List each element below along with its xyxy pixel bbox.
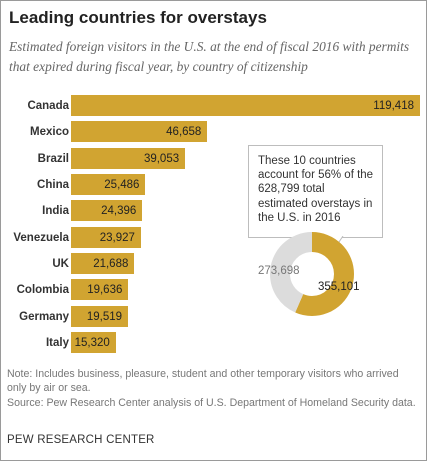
bar bbox=[71, 305, 129, 327]
bar bbox=[71, 331, 116, 353]
bar bbox=[71, 121, 208, 143]
bar bbox=[71, 95, 420, 116]
category-label: Venezuela bbox=[13, 231, 69, 244]
annotation-callout: These 10 countries account for 56% of th… bbox=[248, 145, 383, 238]
bar bbox=[71, 200, 143, 222]
value-label: 24,396 bbox=[101, 205, 137, 218]
note-text: Note: Includes business, pleasure, stude… bbox=[7, 368, 399, 395]
source-text: Source: Pew Research Center analysis of … bbox=[7, 396, 416, 409]
chart-title: Leading countries for overstays bbox=[9, 8, 267, 27]
bar bbox=[71, 226, 141, 248]
category-label: India bbox=[42, 205, 69, 218]
donut-segment-other bbox=[270, 232, 354, 316]
category-label: Mexico bbox=[30, 126, 69, 139]
category-label: UK bbox=[52, 257, 69, 270]
category-label: Colombia bbox=[16, 284, 69, 297]
donut-chart bbox=[270, 232, 354, 316]
category-label: Brazil bbox=[37, 152, 69, 165]
bar bbox=[71, 279, 129, 301]
value-label: 39,053 bbox=[143, 152, 180, 165]
value-label: 19,636 bbox=[87, 284, 123, 297]
organization-label: PEW RESEARCH CENTER bbox=[7, 434, 155, 446]
bar bbox=[71, 252, 135, 274]
annotation-text: These 10 countries account for 56% of th… bbox=[258, 155, 374, 224]
value-label: 21,688 bbox=[93, 257, 129, 270]
chart-subtitle: Estimated foreign visitors in the U.S. a… bbox=[9, 39, 410, 74]
bar bbox=[71, 147, 186, 169]
value-label: 46,658 bbox=[166, 126, 202, 139]
value-label: 25,486 bbox=[104, 178, 140, 191]
category-label: Canada bbox=[27, 100, 69, 112]
footnote: Note: Includes business, pleasure, stude… bbox=[7, 367, 419, 410]
category-label: China bbox=[37, 178, 69, 191]
value-label: 23,927 bbox=[99, 231, 135, 244]
value-label: 119,418 bbox=[373, 100, 414, 112]
value-label: 15,320 bbox=[74, 336, 110, 349]
donut-label-top10: 355,101 bbox=[318, 281, 360, 293]
bar bbox=[71, 173, 146, 195]
category-label: Germany bbox=[19, 310, 69, 323]
value-label: 19,519 bbox=[86, 310, 123, 323]
donut-label-other: 273,698 bbox=[258, 265, 300, 277]
category-label: Italy bbox=[45, 336, 69, 349]
